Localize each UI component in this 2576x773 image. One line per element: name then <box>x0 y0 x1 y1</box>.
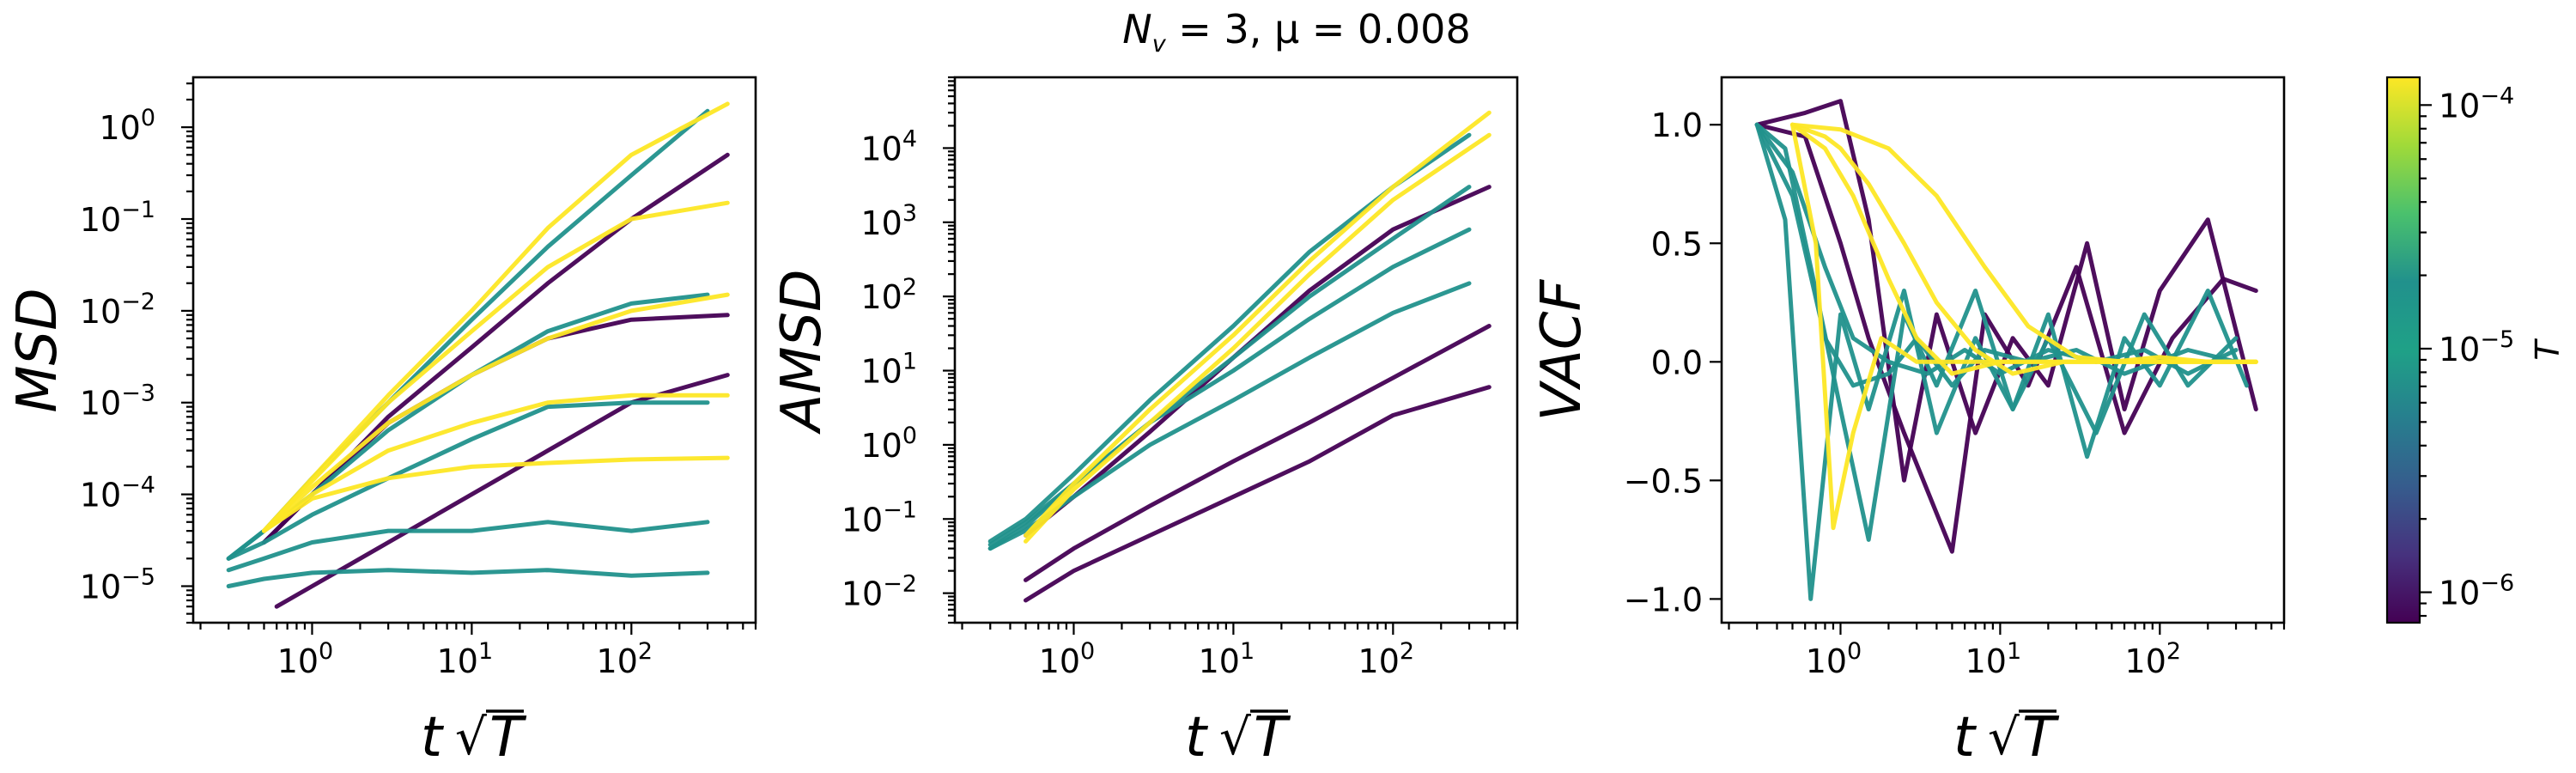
series-line <box>1024 110 1492 538</box>
series-line <box>262 292 730 533</box>
x-tick-label: 100 <box>277 638 334 680</box>
series-line <box>987 185 1472 551</box>
panel-frame <box>191 76 757 624</box>
y-tick-label: 10−1 <box>841 496 917 539</box>
series-line <box>987 227 1472 547</box>
series-line <box>1790 122 2258 364</box>
series-line <box>226 400 710 561</box>
y-tick-label: 10−3 <box>80 380 155 423</box>
title-rest: = 3, μ = 0.008 <box>1166 6 1471 52</box>
y-tick-label: 10−4 <box>80 472 155 514</box>
series-line <box>262 455 730 533</box>
series-line <box>1790 122 2258 376</box>
panel-msd: 100 101 102 10−5 10−4 10−3 10−2 10−1 100 MSD <box>6 76 757 680</box>
x-label-t: t <box>421 706 445 770</box>
colorbar-tick-label: 10−5 <box>2439 326 2514 368</box>
y-tick-label: 100 <box>99 105 155 147</box>
svg-text:√: √ <box>1219 708 1251 766</box>
panel-vacf: 100 101 102 −1.0 −0.5 0.0 0.5 1.0 VACF <box>1530 76 2286 680</box>
y-tick-label: 104 <box>860 125 917 167</box>
x-label-t: t <box>1953 706 1978 770</box>
y-tick-label: 10−2 <box>841 571 917 613</box>
y-tick-label: 0.0 <box>1651 344 1703 381</box>
y-axis-label: VACF <box>1530 278 1594 421</box>
panel-frame <box>1720 76 2286 624</box>
x-label-T: T <box>489 706 527 770</box>
plot-area: 100 101 102 10−5 10−4 10−3 10−2 10−1 100 <box>80 82 757 680</box>
figure-title: Nv = 3, μ = 0.008 <box>1122 6 1470 58</box>
y-tick-label: 0.5 <box>1651 225 1703 263</box>
y-axis-label: AMSD <box>770 270 834 435</box>
y-tick-label: −0.5 <box>1624 462 1703 500</box>
svg-text:√: √ <box>1988 708 2020 766</box>
y-axis-label: MSD <box>6 288 70 412</box>
x-tick-label: 101 <box>1199 638 1255 680</box>
series-line <box>226 520 710 573</box>
y-tick-label: −1.0 <box>1624 581 1703 618</box>
svg-text:√: √ <box>455 708 487 766</box>
x-tick-label: 102 <box>597 638 653 680</box>
y-tick-label: 102 <box>860 274 917 316</box>
x-label-T: T <box>1254 706 1291 770</box>
colorbar: 10−4 10−5 10−6 T <box>2385 76 2567 624</box>
series-line <box>262 393 730 533</box>
x-label-T: T <box>2022 706 2060 770</box>
series-line <box>1754 122 2249 601</box>
series-group <box>987 110 1492 603</box>
y-tick-label: 10−5 <box>80 563 155 606</box>
y-tick-label: 10−1 <box>80 197 155 239</box>
series-group <box>226 101 730 609</box>
title-n: N <box>1122 6 1151 52</box>
plot-area: 100 101 102 10−2 10−1 100 101 102 103 104 <box>841 76 1519 680</box>
colorbar-ticks: 10−4 10−5 10−6 <box>2420 82 2514 618</box>
y-tick-label: 10−2 <box>80 289 155 331</box>
x-axis-label: t √ T <box>1185 706 1291 770</box>
series-line <box>1024 324 1492 582</box>
x-tick-label: 102 <box>1358 638 1415 680</box>
x-tick-label: 101 <box>437 638 494 680</box>
x-axis-label: t √ T <box>421 706 527 770</box>
panel-amsd: 100 101 102 10−2 10−1 100 101 102 103 104 AMSD <box>770 76 1519 680</box>
series-line <box>1024 385 1492 603</box>
series-line <box>1024 132 1492 544</box>
panel-frame <box>953 76 1519 624</box>
y-tick-label: 1.0 <box>1651 107 1703 144</box>
series-line <box>1754 99 2258 483</box>
series-group <box>1754 99 2258 601</box>
series-line <box>226 568 710 588</box>
y-tick-label: 103 <box>860 200 917 242</box>
y-tick-label: 100 <box>860 423 917 465</box>
series-line <box>1754 122 2239 376</box>
y-tick-label: 101 <box>860 349 917 391</box>
plot-area: 100 101 102 −1.0 −0.5 0.0 0.5 1.0 <box>1624 99 2286 680</box>
x-tick-label: 100 <box>1039 638 1096 680</box>
title-sub: v <box>1152 31 1167 58</box>
x-axis-label: t √ T <box>1953 706 2060 770</box>
series-line <box>1754 122 2239 388</box>
x-tick-label: 101 <box>1965 638 2022 680</box>
colorbar-tick-label: 10−6 <box>2439 570 2514 612</box>
x-tick-label: 102 <box>2125 638 2182 680</box>
colorbar-tick-label: 10−4 <box>2439 82 2514 125</box>
colorbar-label: T <box>2529 338 2567 361</box>
x-label-t: t <box>1185 706 1209 770</box>
series-line <box>262 200 730 533</box>
colorbar-gradient <box>2385 76 2421 624</box>
x-tick-label: 100 <box>1806 638 1862 680</box>
